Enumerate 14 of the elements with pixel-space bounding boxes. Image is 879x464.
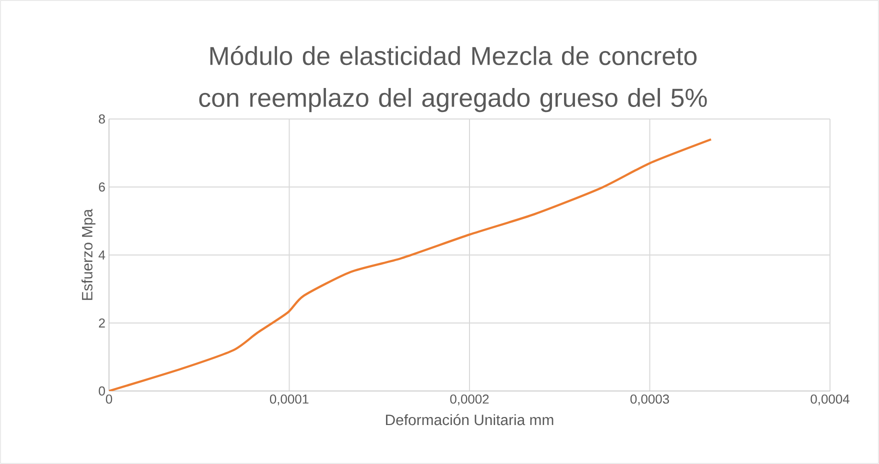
y-axis-title: Esfuerzo Mpa <box>82 208 96 300</box>
y-tick-label: 4 <box>98 250 106 260</box>
x-tick-label: 0,0001 <box>270 394 308 406</box>
y-tick-label: 2 <box>98 318 105 328</box>
y-tick-label: 0 <box>98 386 105 396</box>
x-tick-label: 0,0003 <box>630 394 669 406</box>
line-series <box>109 138 712 391</box>
y-tick-label: 8 <box>98 114 105 124</box>
x-tick-label: 0 <box>106 394 112 404</box>
x-axis-title: Deformación Unitaria mm <box>386 414 554 426</box>
x-tick-label: 0,0004 <box>810 394 850 406</box>
chart-title: Módulo de elasticidad Mezcla de concreto con reemplazo del agregado grueso del 5% <box>199 46 707 112</box>
x-tick-label: 0,0002 <box>450 394 489 406</box>
y-tick-label: 6 <box>98 182 105 192</box>
